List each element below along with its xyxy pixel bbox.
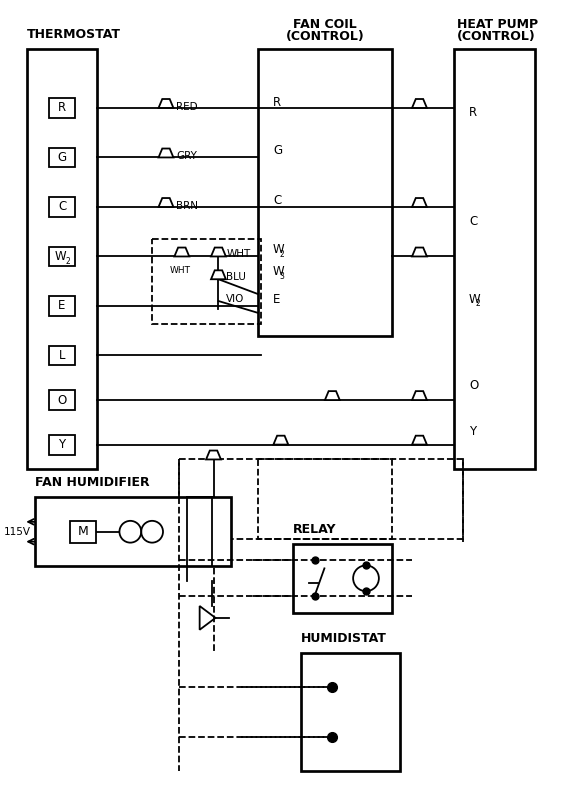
Bar [152, 238, 261, 324]
Bar [300, 653, 400, 772]
Text: WHT: WHT [227, 250, 250, 259]
Text: O: O [57, 393, 66, 406]
Text: G: G [57, 151, 66, 164]
Polygon shape [158, 198, 173, 207]
Text: VIO: VIO [227, 294, 245, 304]
Text: FAN COIL: FAN COIL [293, 18, 357, 31]
Text: RED: RED [176, 102, 198, 112]
Text: HEAT PUMP: HEAT PUMP [457, 18, 538, 31]
Bar [258, 48, 392, 335]
Text: 3: 3 [279, 271, 284, 280]
Text: C: C [273, 194, 281, 207]
Polygon shape [412, 436, 427, 444]
Polygon shape [174, 247, 189, 256]
Bar [258, 460, 392, 539]
Polygon shape [412, 391, 427, 400]
Polygon shape [158, 99, 173, 108]
Bar [27, 48, 97, 469]
Text: Y: Y [469, 425, 476, 438]
Text: E: E [59, 300, 66, 313]
Bar [49, 148, 75, 167]
Text: R: R [58, 102, 66, 115]
Text: HUMIDISTAT: HUMIDISTAT [300, 632, 386, 645]
Text: Y: Y [59, 438, 65, 451]
Text: WHT: WHT [169, 267, 190, 276]
Polygon shape [273, 436, 289, 444]
Text: R: R [469, 107, 477, 120]
Text: O: O [469, 379, 478, 392]
Polygon shape [211, 271, 226, 280]
Polygon shape [412, 99, 427, 108]
Text: THERMOSTAT: THERMOSTAT [27, 27, 122, 40]
Bar [49, 197, 75, 217]
Text: BRN: BRN [176, 201, 198, 211]
Bar [49, 390, 75, 410]
Text: 2: 2 [65, 257, 70, 266]
Text: C: C [469, 215, 477, 229]
Polygon shape [325, 391, 340, 400]
Text: (CONTROL): (CONTROL) [286, 30, 364, 43]
Text: 2: 2 [279, 250, 284, 259]
Bar [179, 460, 463, 539]
Bar [49, 296, 75, 316]
Text: 115V: 115V [5, 527, 31, 537]
Bar [49, 435, 75, 455]
Text: E: E [273, 292, 280, 305]
Polygon shape [211, 247, 226, 256]
Polygon shape [206, 451, 221, 460]
Text: 2: 2 [475, 300, 481, 309]
Text: L: L [59, 349, 65, 362]
Text: G: G [273, 144, 282, 157]
Bar [49, 98, 75, 118]
Text: FAN HUMIDIFIER: FAN HUMIDIFIER [35, 476, 150, 489]
Polygon shape [412, 198, 427, 207]
Polygon shape [158, 149, 173, 158]
Bar [70, 521, 95, 543]
Text: M: M [77, 525, 88, 538]
Text: W: W [469, 292, 481, 305]
Bar [49, 246, 75, 267]
Text: GRY: GRY [176, 151, 197, 162]
Polygon shape [412, 247, 427, 256]
Text: BLU: BLU [227, 272, 247, 282]
Bar [35, 497, 231, 566]
Text: RELAY: RELAY [293, 523, 336, 536]
Text: W: W [54, 250, 66, 263]
Bar [454, 48, 535, 469]
Text: R: R [273, 96, 281, 109]
Text: W: W [273, 243, 285, 256]
Text: W: W [273, 265, 285, 278]
Text: C: C [58, 200, 66, 213]
Text: (CONTROL): (CONTROL) [457, 30, 536, 43]
Bar [49, 346, 75, 365]
Bar [293, 544, 392, 613]
